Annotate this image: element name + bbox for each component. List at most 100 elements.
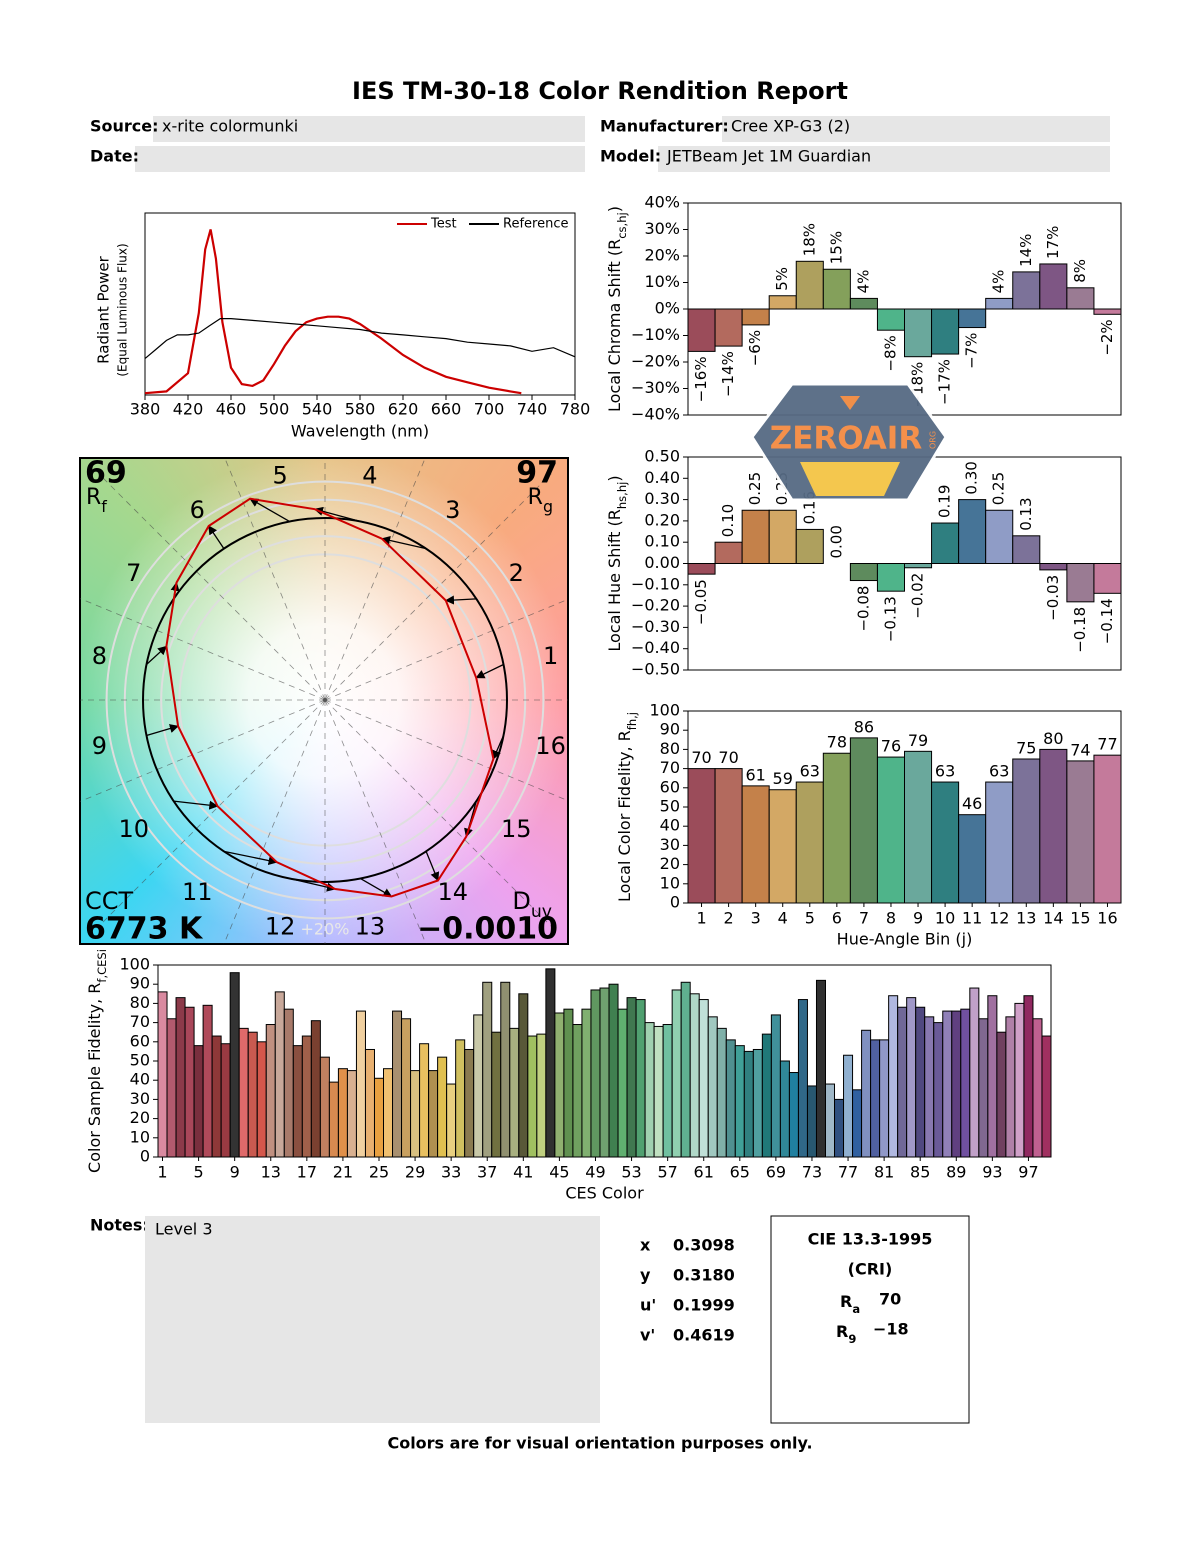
bin-label: 4: [362, 461, 377, 489]
bar: [707, 1016, 718, 1158]
x-tick-label: 53: [621, 1163, 641, 1182]
bar: [969, 987, 980, 1158]
y-tick-label: 100: [649, 701, 680, 720]
x-tick-label: 17: [297, 1163, 317, 1182]
bar: [482, 981, 493, 1158]
y-axis-label: Color Sample Fidelity, Rf,CESi: [85, 949, 109, 1173]
y-tick-label: 50: [660, 797, 680, 816]
value-label: 59: [773, 769, 793, 788]
bar: [184, 1006, 195, 1158]
value-label: 0.25: [746, 472, 764, 505]
bin-label: 7: [126, 559, 141, 587]
x-tick-label: 25: [369, 1163, 389, 1182]
shift-arrow: [173, 800, 219, 810]
bar: [229, 972, 240, 1158]
bar: [545, 968, 556, 1158]
duv-symbol: Duv: [512, 887, 552, 922]
bar: [1093, 308, 1122, 315]
bar: [175, 997, 186, 1158]
bar: [337, 1068, 348, 1158]
bar: [1012, 271, 1041, 310]
ring: [160, 535, 490, 865]
value-label: 8%: [1071, 259, 1089, 283]
bar: [383, 1068, 394, 1158]
y-tick-label: −10%: [631, 325, 680, 344]
bin-boundary: [223, 699, 326, 944]
bar: [768, 789, 797, 904]
value-label: 75: [1016, 739, 1036, 758]
y-tick-label: −20%: [631, 352, 680, 371]
x-tick-label: 69: [766, 1163, 786, 1182]
center-dot: [323, 698, 327, 702]
y-tick-label: −0.30: [631, 617, 680, 636]
bar: [931, 781, 960, 904]
value-label: 61: [745, 765, 765, 784]
bin-boundary: [80, 699, 326, 802]
bin-label: 11: [182, 878, 213, 906]
x-tick-label: 57: [657, 1163, 677, 1182]
x-tick-label: 6: [832, 909, 842, 928]
value-label: −0.18: [1071, 607, 1089, 653]
bin-boundary: [324, 699, 552, 927]
bar: [958, 499, 987, 565]
cri-box: [770, 1215, 970, 1424]
bar: [590, 989, 601, 1158]
y-tick-label: 20: [130, 1108, 150, 1127]
y-tick-label: −0.10: [631, 574, 680, 593]
bar: [644, 1022, 655, 1158]
bar: [834, 1098, 845, 1158]
x-tick-label: 15: [1070, 909, 1090, 928]
x-tick-label: 85: [910, 1163, 930, 1182]
y-tick-label: 90: [660, 720, 680, 739]
value-label: 70: [718, 748, 738, 767]
bar: [1014, 1002, 1025, 1158]
field-box: [153, 116, 585, 142]
value-label: 5%: [773, 267, 791, 291]
x-tick-label: 12: [989, 909, 1009, 928]
coord-value: 0.3180: [673, 1266, 735, 1285]
bar: [741, 509, 770, 564]
y-tick-label: 10: [130, 1127, 150, 1146]
rg-value: 97: [516, 456, 558, 491]
bar: [861, 1029, 872, 1158]
bar: [1023, 995, 1034, 1158]
y-tick-label: 0.00: [644, 553, 680, 572]
cri-title: CIE 13.3-1995: [808, 1230, 933, 1249]
subscript: fh,j: [625, 712, 639, 730]
value-label: −0.03: [1044, 575, 1062, 621]
bar: [509, 1027, 520, 1158]
x-tick-label: 33: [441, 1163, 461, 1182]
y-tick-label: 20%: [644, 246, 680, 265]
watermark-badge: [750, 382, 948, 502]
notes-box: [145, 1216, 600, 1423]
bar: [1005, 1016, 1016, 1158]
x-axis-label: Wavelength (nm): [291, 422, 429, 441]
bar: [653, 1025, 664, 1158]
text-part: R: [840, 1292, 852, 1311]
value-label: 76: [881, 737, 901, 756]
bar: [987, 995, 998, 1158]
y-tick-label: −40%: [631, 405, 680, 424]
y-tick-label: −0.20: [631, 596, 680, 615]
shift-arrow: [360, 877, 393, 898]
bar: [301, 1035, 312, 1158]
bar: [931, 308, 960, 355]
y-tick-label: 40%: [644, 193, 680, 212]
subscript: 9: [848, 1332, 856, 1346]
bar: [797, 999, 808, 1158]
bar: [716, 1027, 727, 1158]
x-tick-label: 740: [517, 400, 548, 419]
bar: [527, 1035, 538, 1158]
x-tick-label: 41: [513, 1163, 533, 1182]
y-tick-label: −30%: [631, 378, 680, 397]
y-axis-label: Radiant Power: [95, 255, 113, 364]
bar: [1093, 754, 1122, 904]
x-tick-label: 700: [474, 400, 505, 419]
bar: [985, 781, 1014, 904]
coord-value: 0.3098: [673, 1236, 735, 1255]
bar: [904, 563, 933, 569]
value-label: 4%: [990, 270, 1008, 294]
y-tick-label: 10%: [644, 272, 680, 291]
bar: [1093, 563, 1122, 594]
bar: [1039, 263, 1068, 310]
